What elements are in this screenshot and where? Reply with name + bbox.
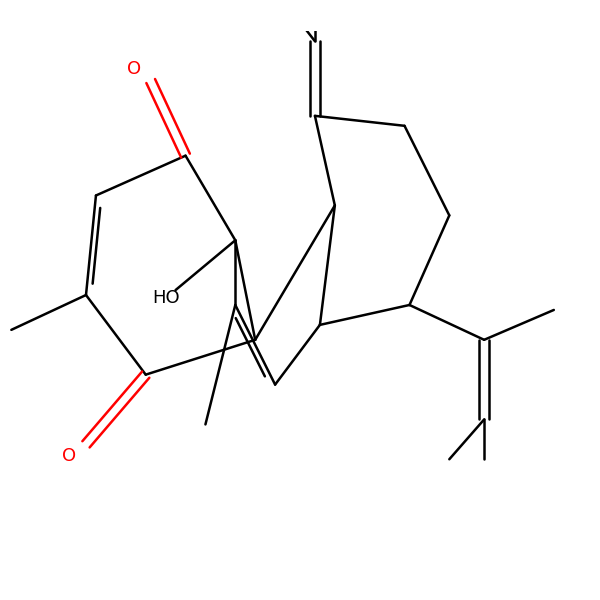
Text: HO: HO	[152, 289, 179, 307]
Text: O: O	[62, 447, 76, 465]
Text: O: O	[127, 60, 141, 78]
